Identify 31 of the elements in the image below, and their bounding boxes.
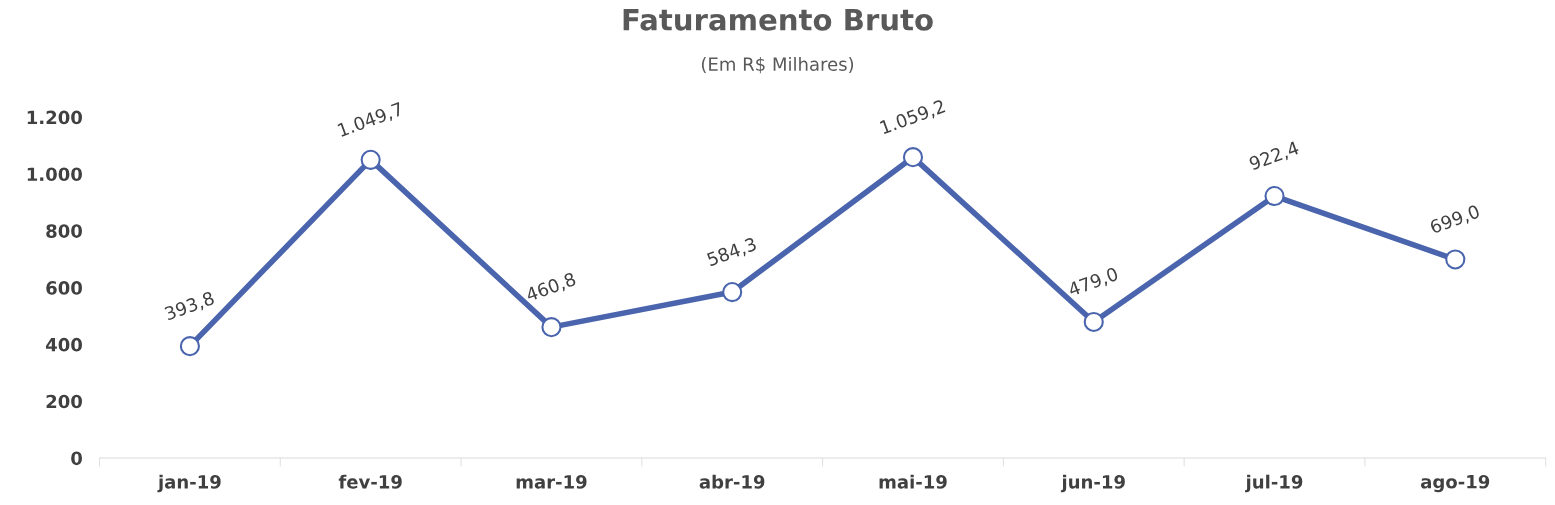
x-tick-label: abr-19 xyxy=(699,474,765,489)
data-label: 393,8 xyxy=(164,290,216,323)
x-tick-label: mar-19 xyxy=(516,475,587,489)
x-tick-label: jun-19 xyxy=(1060,474,1125,493)
data-label: 584,3 xyxy=(706,236,758,269)
point xyxy=(1445,249,1466,270)
data-label: 699,0 xyxy=(1429,204,1481,236)
data-label: 922,4 xyxy=(1248,140,1301,173)
x-tick-label: ago-19 xyxy=(1421,474,1490,493)
y-tick-label: 400 xyxy=(45,337,82,352)
chart-title: Faturamento Bruto xyxy=(623,9,933,31)
x-tick-label: jan-19 xyxy=(157,474,221,493)
point xyxy=(179,336,200,357)
y-tick-label: 600 xyxy=(46,281,82,295)
x-tick-label: fev-19 xyxy=(338,474,402,489)
y-tick-label: 0 xyxy=(71,451,82,466)
y-tick-label: 1.000 xyxy=(27,167,82,182)
data-label: 479,0 xyxy=(1067,266,1120,299)
point xyxy=(722,281,743,303)
point xyxy=(902,147,924,168)
y-tick-label: 200 xyxy=(46,394,82,409)
data-label: 460,8 xyxy=(525,271,577,304)
point xyxy=(360,149,381,170)
chart-subtitle: (Em R$ Milhares) xyxy=(701,56,854,74)
point xyxy=(541,317,562,338)
y-tick-label: 1.200 xyxy=(27,110,82,125)
point xyxy=(1264,185,1285,207)
y-tick-label: 800 xyxy=(46,224,82,238)
x-tick-label: mai-19 xyxy=(879,474,947,489)
x-tick-label: jul-19 xyxy=(1244,474,1303,493)
point xyxy=(1083,311,1104,333)
